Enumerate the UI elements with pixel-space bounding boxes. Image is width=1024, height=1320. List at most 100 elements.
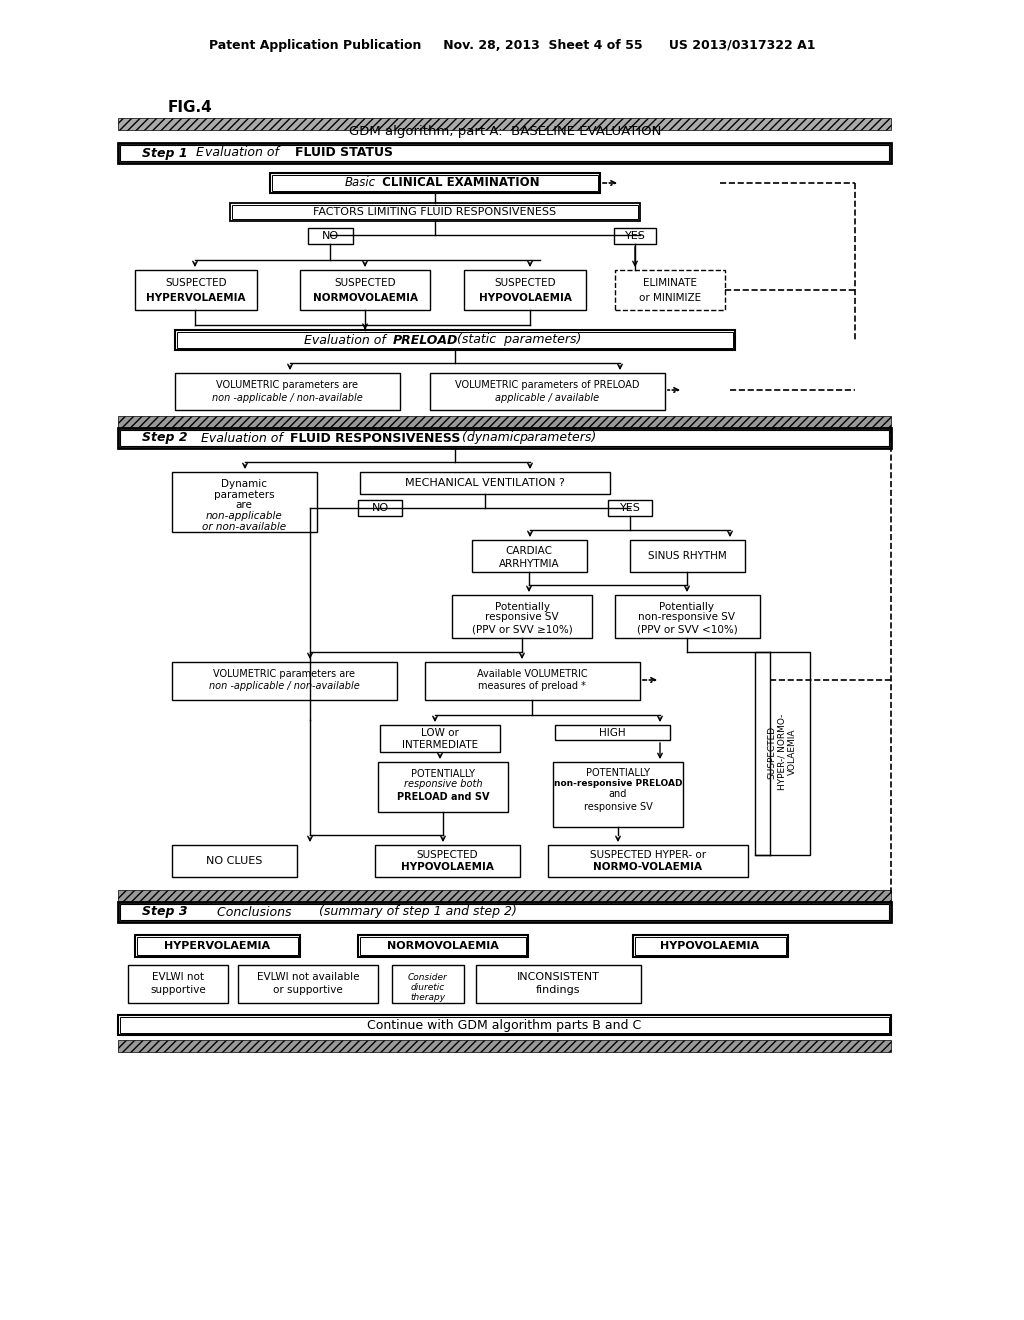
Text: Evaluation of: Evaluation of <box>197 432 287 445</box>
Bar <box>615 271 725 310</box>
Text: therapy: therapy <box>411 993 445 1002</box>
Bar <box>120 430 889 446</box>
Text: findings: findings <box>536 985 581 995</box>
Text: responsive SV: responsive SV <box>584 803 652 812</box>
Bar <box>358 935 528 957</box>
Text: FIG.4: FIG.4 <box>168 100 213 116</box>
Text: non-responsive PRELOAD: non-responsive PRELOAD <box>554 780 682 788</box>
Text: applicable / available: applicable / available <box>495 393 599 403</box>
Text: SUSPECTED: SUSPECTED <box>334 279 396 288</box>
Text: HYPERVOLAEMIA: HYPERVOLAEMIA <box>164 941 270 950</box>
Text: non -applicable / non-available: non -applicable / non-available <box>212 393 362 403</box>
Text: or supportive: or supportive <box>273 985 343 995</box>
Bar <box>238 965 378 1003</box>
Text: CARDIAC: CARDIAC <box>506 546 553 556</box>
Bar <box>118 428 891 447</box>
Bar <box>358 500 402 516</box>
Bar <box>120 145 889 161</box>
Text: Evaluation of: Evaluation of <box>304 334 390 346</box>
Text: NO: NO <box>372 503 388 513</box>
Bar <box>120 904 889 920</box>
Bar <box>392 965 464 1003</box>
Text: diuretic: diuretic <box>411 982 445 991</box>
Bar <box>615 595 760 638</box>
Text: Conclusions: Conclusions <box>197 906 292 919</box>
Bar <box>175 330 735 350</box>
Text: ARRHYTMIA: ARRHYTMIA <box>499 558 559 569</box>
Bar <box>630 540 745 572</box>
Text: E: E <box>196 147 204 160</box>
Text: VOLUMETRIC parameters are: VOLUMETRIC parameters are <box>216 380 358 389</box>
Text: POTENTIALLY: POTENTIALLY <box>411 770 475 779</box>
Text: Dynamic: Dynamic <box>221 479 267 488</box>
Bar <box>270 173 600 193</box>
Bar <box>232 205 638 219</box>
Text: VOLUMETRIC parameters are: VOLUMETRIC parameters are <box>213 669 355 678</box>
Text: responsive both: responsive both <box>403 779 482 789</box>
Text: GDM algorithm, part A:  BASELINE EVALUATION: GDM algorithm, part A: BASELINE EVALUATI… <box>349 125 662 139</box>
Text: NORMO-VOLAEMIA: NORMO-VOLAEMIA <box>594 862 702 873</box>
Text: FLUID STATUS: FLUID STATUS <box>295 147 393 160</box>
Text: SUSPECTED
HYPER-/ NORMO-
VOLAEMIA: SUSPECTED HYPER-/ NORMO- VOLAEMIA <box>767 714 797 791</box>
Text: Patent Application Publication     Nov. 28, 2013  Sheet 4 of 55      US 2013/031: Patent Application Publication Nov. 28, … <box>209 40 815 53</box>
Text: Step 3: Step 3 <box>142 906 187 919</box>
Bar <box>137 937 298 954</box>
Text: PRELOAD: PRELOAD <box>393 334 459 346</box>
Bar <box>230 203 640 220</box>
Bar <box>118 416 891 428</box>
Text: parameters): parameters) <box>519 432 596 445</box>
Text: HYPOVOLAEMIA: HYPOVOLAEMIA <box>660 941 760 950</box>
Bar <box>635 937 786 954</box>
Bar <box>308 228 353 244</box>
Text: or non-available: or non-available <box>202 521 286 532</box>
Bar <box>135 935 300 957</box>
Bar <box>118 143 891 162</box>
Bar <box>118 1040 891 1052</box>
Bar <box>425 663 640 700</box>
Text: HYPOVOLAEMIA: HYPOVOLAEMIA <box>478 293 571 304</box>
Text: (dynamic: (dynamic <box>458 432 524 445</box>
Text: NORMOVOLAEMIA: NORMOVOLAEMIA <box>312 293 418 304</box>
Text: PRELOAD and SV: PRELOAD and SV <box>396 792 489 803</box>
Text: YES: YES <box>620 503 640 513</box>
Text: non-applicable: non-applicable <box>206 511 283 521</box>
Text: YES: YES <box>625 231 645 242</box>
Text: EVLWI not available: EVLWI not available <box>257 972 359 982</box>
Text: NORMOVOLAEMIA: NORMOVOLAEMIA <box>387 941 499 950</box>
Text: Continue with GDM algorithm parts B and C: Continue with GDM algorithm parts B and … <box>367 1019 641 1031</box>
Bar <box>555 725 670 741</box>
Bar <box>360 473 610 494</box>
Text: parameters: parameters <box>214 490 274 500</box>
Text: are: are <box>236 500 253 510</box>
Text: SUSPECTED HYPER- or: SUSPECTED HYPER- or <box>590 850 707 861</box>
Text: (PPV or SVV <10%): (PPV or SVV <10%) <box>637 624 737 634</box>
Bar <box>430 374 665 411</box>
Text: non -applicable / non-available: non -applicable / non-available <box>209 681 359 690</box>
Text: and: and <box>609 789 627 799</box>
Bar <box>464 271 586 310</box>
Bar <box>118 902 891 921</box>
Text: SUSPECTED: SUSPECTED <box>165 279 226 288</box>
Text: (summary of step 1 and step 2): (summary of step 1 and step 2) <box>315 906 517 919</box>
Text: INTERMEDIATE: INTERMEDIATE <box>402 741 478 750</box>
Bar <box>472 540 587 572</box>
Text: Available VOLUMETRIC: Available VOLUMETRIC <box>477 669 588 678</box>
Text: POTENTIALLY: POTENTIALLY <box>586 768 650 777</box>
Text: SUSPECTED: SUSPECTED <box>495 279 556 288</box>
Bar <box>476 965 641 1003</box>
Text: SUSPECTED: SUSPECTED <box>416 850 478 861</box>
Text: Basic: Basic <box>345 177 376 190</box>
Text: MECHANICAL VENTILATION ?: MECHANICAL VENTILATION ? <box>406 478 565 488</box>
Bar <box>135 271 257 310</box>
Text: supportive: supportive <box>151 985 206 995</box>
Text: measures of preload *: measures of preload * <box>478 681 586 690</box>
Bar <box>553 762 683 828</box>
Text: FLUID RESPONSIVENESS: FLUID RESPONSIVENESS <box>290 432 461 445</box>
Bar <box>177 333 733 348</box>
Text: (static  parameters): (static parameters) <box>453 334 582 346</box>
Bar <box>300 271 430 310</box>
Text: valuation of: valuation of <box>205 147 283 160</box>
Text: HYPOVOLAEMIA: HYPOVOLAEMIA <box>400 862 494 873</box>
Text: (PPV or SVV ≥10%): (PPV or SVV ≥10%) <box>472 624 572 634</box>
Bar <box>548 845 748 876</box>
